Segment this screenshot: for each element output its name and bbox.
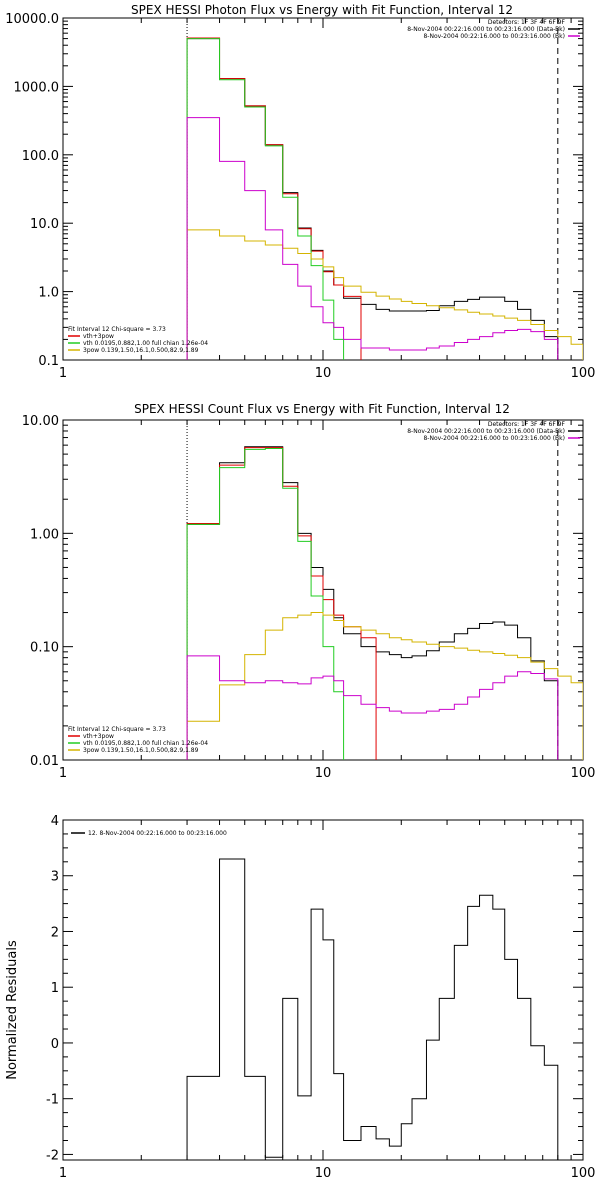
panel-title: SPEX HESSI Count Flux vs Energy with Fit… bbox=[134, 402, 510, 416]
y-tick-label: 0.1 bbox=[38, 354, 59, 369]
legend-entry: Detectors: 1F 3F 4F 6F 9F bbox=[488, 19, 566, 26]
y-tick-label: 1.00 bbox=[30, 527, 59, 542]
y-axis-label: Normalized Residuals bbox=[5, 940, 20, 1080]
x-tick-label: 100 bbox=[571, 1166, 596, 1181]
series-line bbox=[186, 655, 559, 760]
legend-entry: vth+3pow bbox=[83, 333, 114, 340]
series-line bbox=[186, 37, 362, 360]
series-line bbox=[186, 448, 345, 760]
legend-entry: Fit Interval 12 Chi-square = 3.73 bbox=[68, 326, 166, 333]
legend-entry: 8-Nov-2004 00:22:16.000 to 00:23:16.000 … bbox=[423, 33, 565, 40]
legend-entry: 8-Nov-2004 00:22:16.000 to 00:23:16.000 … bbox=[407, 428, 565, 435]
x-tick-label: 10 bbox=[315, 766, 332, 781]
y-tick-label: 1 bbox=[51, 981, 59, 996]
x-tick-label: 1 bbox=[59, 766, 67, 781]
legend-entry: 3pow 0.139,1.50,16.1,0.500,82.9,1.89 bbox=[83, 347, 199, 354]
y-tick-label: -2 bbox=[46, 1148, 59, 1163]
y-tick-label: 10000.0 bbox=[5, 12, 59, 27]
x-tick-label: 100 bbox=[571, 766, 596, 781]
legend-entry: 3pow 0.139,1.50,16.1,0.500,82.9,1.89 bbox=[83, 747, 199, 754]
y-tick-label: 1000.0 bbox=[14, 80, 60, 95]
series-line bbox=[186, 446, 559, 760]
legend-entry: Fit Interval 12 Chi-square = 3.73 bbox=[68, 726, 166, 733]
series-line bbox=[186, 38, 559, 360]
series-group bbox=[186, 446, 583, 760]
y-tick-label: 3 bbox=[51, 870, 59, 885]
panel-title: SPEX HESSI Photon Flux vs Energy with Fi… bbox=[131, 3, 513, 17]
x-tick-label: 1 bbox=[59, 366, 67, 381]
legend-entry: 8-Nov-2004 00:22:16.000 to 00:23:16.000 … bbox=[407, 26, 565, 33]
series-line bbox=[186, 38, 345, 360]
x-tick-label: 100 bbox=[571, 366, 596, 381]
series-line bbox=[186, 117, 559, 360]
y-tick-label: 2 bbox=[51, 925, 59, 940]
residuals-panel: Normalized Residuals 1 10 10043210-1-212. … bbox=[5, 814, 595, 1181]
y-tick-label: 100.0 bbox=[22, 149, 59, 164]
legend-entry: 8-Nov-2004 00:22:16.000 to 00:23:16.000 … bbox=[423, 435, 565, 442]
plot-frame bbox=[62, 819, 584, 1161]
y-tick-label: -1 bbox=[46, 1093, 59, 1108]
series-line bbox=[186, 229, 583, 360]
y-tick-label: 0 bbox=[51, 1037, 59, 1052]
series-line bbox=[186, 447, 377, 760]
count-flux-panel: SPEX HESSI Count Flux vs Energy with Fit… bbox=[22, 402, 596, 781]
series-group bbox=[186, 858, 559, 1160]
series-line bbox=[186, 612, 583, 760]
legend-entry: 12. 8-Nov-2004 00:22:16.000 to 00:23:16.… bbox=[88, 830, 227, 837]
legend-entry: Detectors: 1F 3F 4F 6F 9F bbox=[488, 421, 566, 428]
x-tick-label: 10 bbox=[315, 1166, 332, 1181]
x-tick-label: 10 bbox=[315, 366, 332, 381]
x-tick-label: 1 bbox=[59, 1166, 67, 1181]
series-group bbox=[186, 37, 583, 360]
series-line bbox=[186, 858, 559, 1160]
y-tick-label: 10.00 bbox=[22, 414, 59, 429]
y-tick-label: 0.10 bbox=[30, 641, 59, 656]
legend-entry: vth 0.0195,0.882,1.00 full chian 1.26e-0… bbox=[83, 340, 208, 347]
photon-flux-panel: SPEX HESSI Photon Flux vs Energy with Fi… bbox=[5, 3, 595, 381]
y-tick-label: 4 bbox=[51, 814, 59, 829]
y-tick-label: 1.0 bbox=[38, 286, 59, 301]
y-tick-label: 0.01 bbox=[30, 754, 59, 769]
legend-entry: vth+3pow bbox=[83, 733, 114, 740]
y-tick-label: 10.0 bbox=[30, 217, 59, 232]
legend-entry: vth 0.0195,0.882,1.00 full chian 1.26e-0… bbox=[83, 740, 208, 747]
